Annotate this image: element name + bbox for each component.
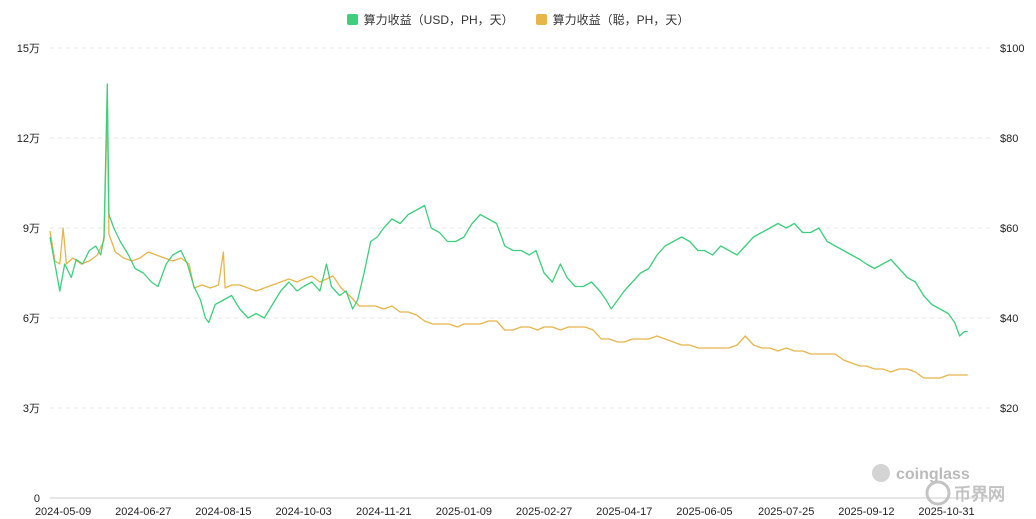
legend-label-usd: 算力收益（USD，PH，天）: [363, 13, 514, 27]
x-tick-label: 2024-05-09: [35, 506, 91, 518]
site-watermark: 币界网: [925, 480, 1005, 506]
grid-lines: [50, 47, 993, 499]
site-logo-icon: [925, 480, 951, 506]
x-tick-label: 2024-10-03: [275, 506, 331, 518]
watermark-site: 币界网: [954, 485, 1005, 505]
coinglass-logo-icon: [872, 464, 890, 482]
y-right-tick-label: $60: [1000, 223, 1018, 235]
y-left-tick-label: 15万: [17, 43, 40, 55]
legend-swatch-sats: [535, 14, 547, 25]
y-left-tick-label: 3万: [23, 403, 40, 415]
x-axis: 2024-05-09 2024-06-27 2024-08-15 2024-10-03…: [35, 506, 975, 518]
y-right-tick-label: $40: [1000, 313, 1018, 325]
x-tick-label: 2025-06-05: [676, 506, 732, 518]
y-right-tick-label: $20: [1000, 403, 1018, 415]
watermark-brand: coinglass: [896, 466, 970, 483]
x-tick-label: 2024-06-27: [115, 506, 171, 518]
y-left-tick-label: 6万: [23, 313, 40, 325]
x-tick-label: 2025-01-09: [436, 506, 492, 518]
coinglass-watermark: coinglass: [872, 464, 970, 483]
x-tick-label: 2025-09-12: [838, 506, 894, 518]
y-left-tick-label: 12万: [17, 133, 40, 145]
series-lines: [49, 83, 968, 379]
x-tick-label: 2025-02-27: [516, 506, 572, 518]
x-tick-label: 2025-04-17: [596, 506, 652, 518]
left-y-axis: 0 3万 6万 9万 12万 15万: [17, 43, 40, 505]
series-line-sats: [49, 107, 968, 379]
legend-item-sats[interactable]: 算力收益（聪，PH，天）: [535, 11, 690, 28]
x-tick-label: 2024-11-21: [356, 506, 411, 518]
x-tick-label: 2024-08-15: [195, 506, 251, 518]
series-line-usd: [49, 83, 968, 337]
x-tick-label: 2025-07-25: [758, 506, 814, 518]
legend-label-sats: 算力收益（聪，PH，天）: [552, 13, 690, 27]
chart-legend: 算力收益（USD，PH，天） 算力收益（聪，PH，天）: [0, 11, 1036, 28]
y-right-tick-label: $80: [1000, 133, 1018, 145]
y-left-tick-label: 9万: [23, 223, 40, 235]
x-tick-label: 2025-10-31: [918, 506, 974, 518]
legend-item-usd[interactable]: 算力收益（USD，PH，天）: [346, 11, 514, 28]
y-left-tick-label: 0: [34, 493, 40, 505]
legend-swatch-usd: [346, 14, 358, 25]
right-y-axis: $20 $40 $60 $80 $100: [1000, 43, 1024, 415]
y-right-tick-label: $100: [1000, 43, 1024, 55]
